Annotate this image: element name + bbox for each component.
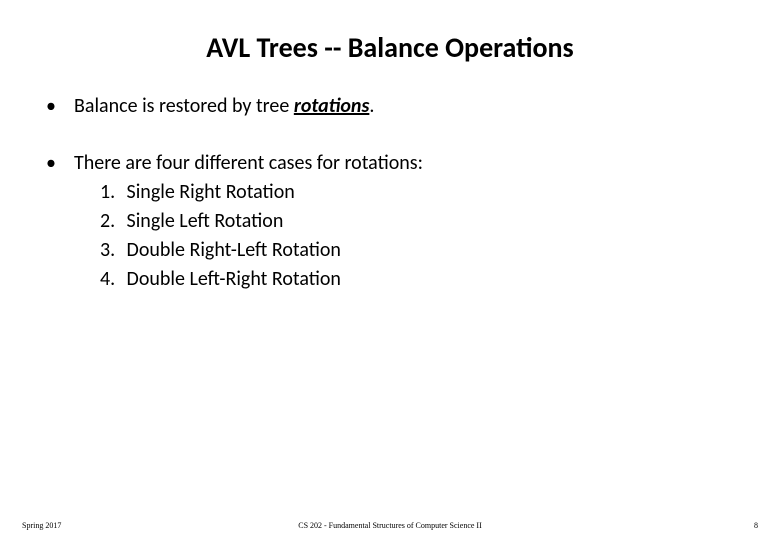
rotation-number: 1. [100, 179, 122, 206]
bullet-item-2: There are four different cases for rotat… [40, 150, 740, 293]
rotation-text: Double Left-Right Rotation [127, 267, 341, 291]
slide: AVL Trees -- Balance Operations Balance … [0, 0, 780, 540]
bullet1-prefix: Balance is restored by tree [74, 94, 294, 118]
bullet1-suffix: . [369, 94, 374, 118]
bullet2-lead: There are four different cases for rotat… [74, 151, 423, 175]
rotation-number: 4. [100, 266, 122, 293]
rotation-text: Double Right-Left Rotation [127, 238, 341, 262]
rotation-item-3: 3. Double Right-Left Rotation [100, 237, 740, 264]
rotation-number: 3. [100, 237, 122, 264]
slide-title: AVL Trees -- Balance Operations [100, 30, 680, 65]
bullet-item-1: Balance is restored by tree rotations. [40, 93, 740, 120]
bullet-list: Balance is restored by tree rotations. T… [40, 93, 740, 293]
rotation-item-2: 2. Single Left Rotation [100, 208, 740, 235]
rotation-number: 2. [100, 208, 122, 235]
rotation-text: Single Left Rotation [127, 209, 284, 233]
rotation-list: 1. Single Right Rotation 2. Single Left … [74, 179, 740, 293]
rotation-item-1: 1. Single Right Rotation [100, 179, 740, 206]
bullet1-emphasis: rotations [294, 94, 370, 118]
rotation-item-4: 4. Double Left-Right Rotation [100, 266, 740, 293]
footer-center: CS 202 - Fundamental Structures of Compu… [0, 521, 780, 530]
rotation-text: Single Right Rotation [127, 180, 295, 204]
footer-page-number: 8 [754, 521, 758, 530]
